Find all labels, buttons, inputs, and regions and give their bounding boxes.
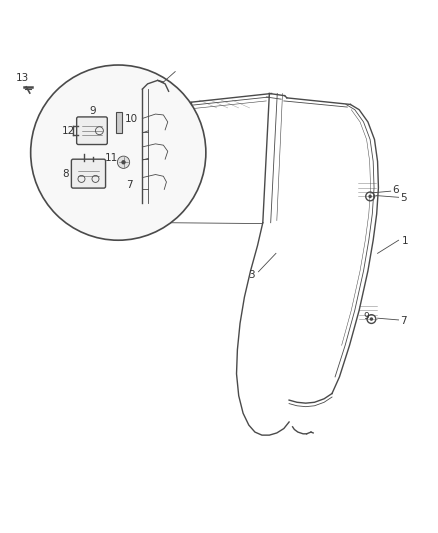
Text: 3: 3: [248, 270, 255, 280]
Circle shape: [121, 160, 126, 165]
Circle shape: [368, 195, 372, 198]
Circle shape: [31, 65, 206, 240]
Text: 11: 11: [105, 153, 118, 163]
Circle shape: [117, 156, 130, 168]
Text: 13: 13: [16, 73, 29, 83]
Text: 7: 7: [126, 181, 133, 190]
Text: 6: 6: [392, 185, 399, 195]
Text: 10: 10: [125, 115, 138, 124]
FancyBboxPatch shape: [71, 159, 106, 188]
Circle shape: [370, 317, 373, 321]
Text: 9: 9: [89, 106, 96, 116]
Text: 8: 8: [62, 168, 69, 179]
Text: 7: 7: [400, 316, 407, 326]
Text: 1: 1: [401, 236, 408, 246]
Text: 9: 9: [363, 312, 369, 321]
Bar: [116, 112, 122, 133]
FancyBboxPatch shape: [77, 117, 107, 144]
Text: 5: 5: [400, 193, 407, 203]
Text: 12: 12: [62, 126, 75, 136]
